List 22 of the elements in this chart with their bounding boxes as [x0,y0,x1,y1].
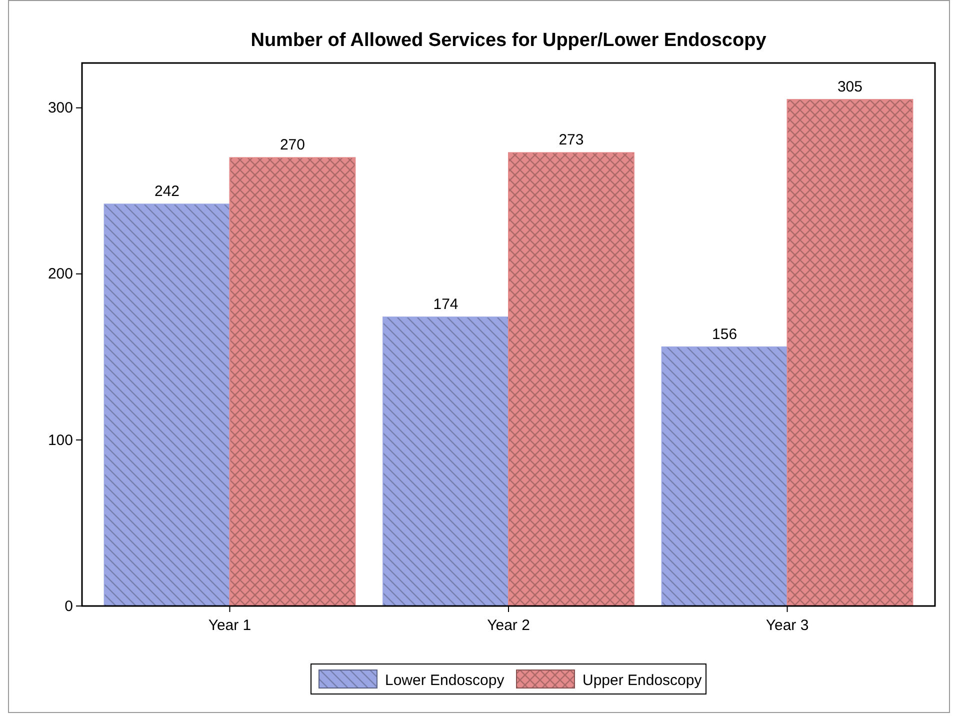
data-label: 305 [837,78,862,96]
bar [104,204,230,606]
bar [382,316,509,606]
chart-title: Number of Allowed Services for Upper/Lower Endoscopy [250,30,767,51]
data-label: 156 [712,326,738,343]
x-tick-label: Year 3 [766,617,809,634]
y-tick-label: 100 [48,432,73,449]
y-tick-label: 200 [48,266,73,283]
y-tick-label: 0 [64,598,73,615]
x-tick-label: Year 2 [487,617,530,634]
data-label: 174 [433,296,458,314]
legend-label: Lower Endoscopy [385,672,505,689]
bar [786,99,914,606]
data-label: 273 [558,132,584,149]
bar [508,152,634,606]
bar [229,157,356,606]
legend-label: Upper Endoscopy [582,672,702,689]
data-label: 270 [280,136,305,154]
x-tick-label: Year 1 [208,617,252,634]
y-tick-label: 300 [48,100,73,117]
bar [661,346,788,606]
data-label: 242 [154,183,180,200]
